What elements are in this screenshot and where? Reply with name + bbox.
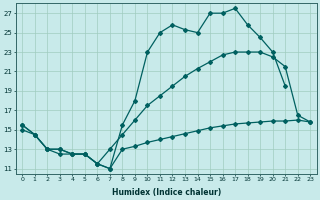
X-axis label: Humidex (Indice chaleur): Humidex (Indice chaleur) — [112, 188, 221, 197]
